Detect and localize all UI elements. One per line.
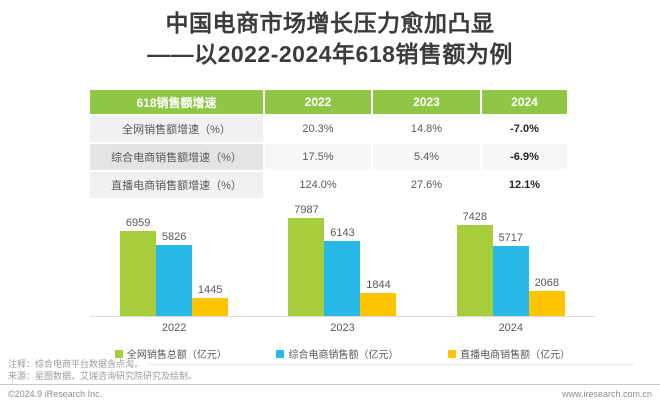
note-text: 注释：综合电商平台数据含点淘。 — [8, 359, 144, 369]
bar-value-label: 2068 — [534, 277, 560, 289]
title-line1: 中国电商市场增长压力愈加凸显 — [165, 10, 495, 36]
table-row: 直播电商销售额增速（%） 124.0% 27.6% 12.1% — [90, 172, 567, 198]
bar-value-label: 5826 — [161, 231, 187, 243]
bar-with-label: 5717 — [492, 232, 529, 316]
value-cell: -7.0% — [482, 116, 567, 142]
bar-group: 7987 6143 1844 — [288, 204, 397, 316]
legend-item: 综合电商销售额（亿元） — [276, 346, 398, 361]
bar-group: 6959 5826 1445 — [120, 217, 229, 316]
bar-with-label: 1844 — [360, 279, 397, 316]
table-row: 全网销售额增速（%） 20.3% 14.8% -7.0% — [90, 116, 567, 142]
legend-item: 直播电商销售额（亿元） — [448, 346, 570, 361]
row-label-cell: 直播电商销售额增速（%） — [90, 172, 263, 198]
bar-value-label: 6143 — [330, 227, 355, 239]
title-line2: ——以2022-2024年618销售额为例 — [147, 41, 513, 67]
footer: ©2024.9 iResearch Inc. www.iresearch.com… — [8, 389, 652, 399]
x-axis-label: 2024 — [498, 322, 524, 334]
legend-label: 直播电商销售额（亿元） — [460, 350, 571, 361]
legend-label: 综合电商销售额（亿元） — [288, 350, 399, 361]
footer-divider — [0, 384, 660, 385]
value-cell: 14.8% — [373, 116, 480, 142]
note-divider — [149, 363, 634, 365]
bar-with-label: 7987 — [288, 204, 325, 316]
x-axis: 2022 2023 2024 — [90, 322, 595, 334]
bar-value-label: 7428 — [462, 211, 488, 223]
chart-plot: 6959 5826 1445 7987 6143 1844 7428 5717 2068 — [90, 202, 595, 317]
bar-with-label: 6959 — [120, 217, 157, 316]
table-row: 综合电商销售额增速（%） 17.5% 5.4% -6.9% — [90, 144, 567, 170]
bar-with-label: 6143 — [324, 227, 361, 316]
legend-swatch — [276, 349, 285, 358]
bar-value-label: 5717 — [498, 232, 524, 244]
value-cell: 20.3% — [265, 116, 371, 142]
bar — [288, 218, 325, 316]
value-cell: 12.1% — [482, 172, 567, 198]
note-line: 注释：综合电商平台数据含点淘。 — [8, 358, 634, 370]
notes: 注释：综合电商平台数据含点淘。 来源：星图数据，艾瑞咨询研究院研究及绘制。 — [8, 358, 634, 382]
legend-swatch — [448, 349, 457, 358]
bar-group: 7428 5717 2068 — [456, 211, 565, 316]
value-cell: 27.6% — [373, 172, 480, 198]
copyright-text: ©2024.9 iResearch Inc. — [8, 389, 103, 399]
row-label-cell: 综合电商销售额增速（%） — [90, 144, 263, 170]
bar-value-label: 1445 — [197, 284, 223, 296]
page-title: 中国电商市场增长压力愈加凸显 ——以2022-2024年618销售额为例 — [0, 0, 660, 70]
bar — [156, 245, 193, 316]
bar-with-label: 7428 — [456, 211, 493, 316]
legend-swatch — [114, 349, 123, 358]
bar — [492, 246, 529, 316]
bar — [528, 291, 565, 316]
table-header-cell: 618销售额增速 — [90, 90, 263, 114]
row-label-cell: 全网销售额增速（%） — [90, 116, 263, 142]
value-cell: 5.4% — [373, 144, 480, 170]
value-cell: 124.0% — [265, 172, 371, 198]
table-header-cell: 2023 — [373, 90, 480, 114]
value-cell: 17.5% — [265, 144, 371, 170]
table-header-row: 618销售额增速 2022 2023 2024 — [90, 90, 567, 114]
bar-value-label: 1844 — [366, 279, 391, 291]
bar-with-label: 5826 — [156, 231, 193, 316]
source-line: 来源：星图数据，艾瑞咨询研究院研究及绘制。 — [8, 371, 198, 381]
bar — [192, 298, 229, 316]
bar — [456, 225, 493, 316]
bar-value-label: 6959 — [125, 217, 151, 229]
table-header-cell: 2022 — [265, 90, 371, 114]
x-axis-label: 2023 — [330, 322, 355, 334]
chart-legend: 全网销售总额（亿元） 综合电商销售额（亿元） 直播电商销售额（亿元） — [90, 346, 595, 361]
value-cell: -6.9% — [482, 144, 567, 170]
table-header-cell: 2024 — [482, 90, 567, 114]
website-url: www.iresearch.com.cn — [561, 389, 652, 399]
legend-label: 全网销售总额（亿元） — [126, 350, 227, 361]
bar-chart: 6959 5826 1445 7987 6143 1844 7428 5717 2068 202… — [90, 202, 595, 334]
bar — [360, 293, 397, 316]
legend-item: 全网销售总额（亿元） — [114, 346, 227, 361]
bar-with-label: 2068 — [528, 277, 565, 316]
bar-value-label: 7987 — [294, 204, 319, 216]
bar-with-label: 1445 — [192, 284, 229, 316]
bar — [120, 231, 157, 316]
growth-rate-table: 618销售额增速 2022 2023 2024 全网销售额增速（%） 20.3%… — [90, 90, 567, 200]
x-axis-label: 2022 — [161, 322, 187, 334]
bar — [324, 241, 361, 316]
